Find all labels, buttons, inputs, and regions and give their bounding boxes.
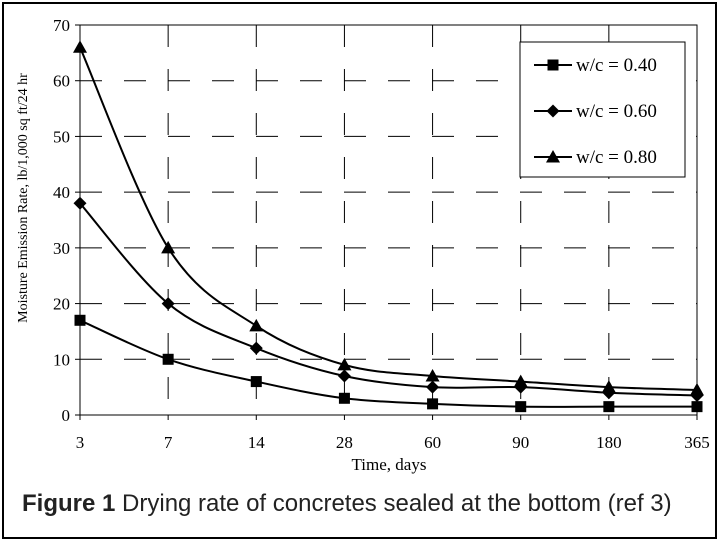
x-tick-label: 90	[512, 433, 529, 452]
data-point-triangle	[73, 40, 87, 53]
data-point-diamond	[161, 297, 175, 311]
data-point-square	[427, 398, 439, 410]
data-point-diamond	[73, 196, 87, 210]
y-tick-label: 0	[62, 406, 71, 425]
data-point-square	[515, 401, 527, 413]
x-tick-label: 14	[248, 433, 266, 452]
y-tick-label: 30	[53, 239, 70, 258]
caption-label: Figure 1	[22, 490, 116, 517]
data-point-triangle	[513, 374, 528, 388]
data-point-diamond	[337, 369, 351, 383]
data-point-triangle	[161, 240, 176, 254]
y-tick-label: 70	[53, 16, 70, 35]
legend-label: w/c = 0.60	[576, 101, 657, 122]
series-line-diamond	[79, 202, 698, 397]
y-tick-label: 20	[53, 295, 70, 314]
data-point-diamond	[249, 341, 263, 355]
series-line-square	[79, 319, 697, 408]
data-point-square	[74, 314, 86, 326]
legend-marker-square	[547, 59, 559, 71]
figure-caption: Figure 1 Drying rate of concretes sealed…	[22, 490, 672, 518]
plot-area-border	[79, 24, 698, 416]
series-line-triangle	[79, 46, 698, 391]
data-point-square	[162, 353, 174, 365]
legend-marker-triangle	[546, 150, 560, 163]
x-tick-label: 3	[76, 433, 85, 452]
data-point-triangle	[601, 380, 616, 393]
y-tick-label: 50	[53, 127, 70, 146]
line-chart: 0 10 20 30 40 50 60 70 3 7 14 28 60 90 180 365 w/c = 0.…	[16, 16, 710, 474]
data-point-triangle	[690, 382, 704, 396]
data-point-triangle	[249, 318, 264, 332]
axes: 0 10 20 30 40 50 60 70 3 7 14 28 60 90 180 365	[53, 16, 710, 452]
x-tick-label: 7	[164, 433, 173, 452]
data-point-square	[691, 401, 703, 413]
caption-text: Drying rate of concretes sealed at the b…	[122, 490, 672, 517]
y-tick-label: 10	[53, 350, 70, 369]
series-lines	[73, 40, 704, 413]
x-axis-label: Time, days	[352, 455, 427, 474]
y-tick-label: 60	[53, 72, 70, 91]
y-axis-label: Moisture Emission Rate, lb/1,000 sq ft/2…	[16, 73, 31, 323]
legend-label: w/c = 0.40	[576, 55, 657, 76]
x-tick-label: 180	[596, 433, 622, 452]
data-point-square	[603, 401, 615, 413]
legend-marker-diamond	[546, 104, 560, 118]
legend: w/c = 0.40 w/c = 0.60 w/c = 0.80	[519, 41, 686, 178]
data-point-diamond	[426, 380, 440, 394]
data-point-square	[250, 376, 262, 388]
y-tick-label: 40	[53, 183, 70, 202]
data-point-triangle	[337, 357, 352, 371]
legend-label: w/c = 0.80	[576, 147, 657, 168]
data-point-triangle	[425, 369, 440, 382]
x-tick-label: 28	[336, 433, 353, 452]
data-point-square	[338, 392, 350, 404]
x-tick-label: 60	[424, 433, 441, 452]
x-tick-label: 365	[684, 433, 710, 452]
